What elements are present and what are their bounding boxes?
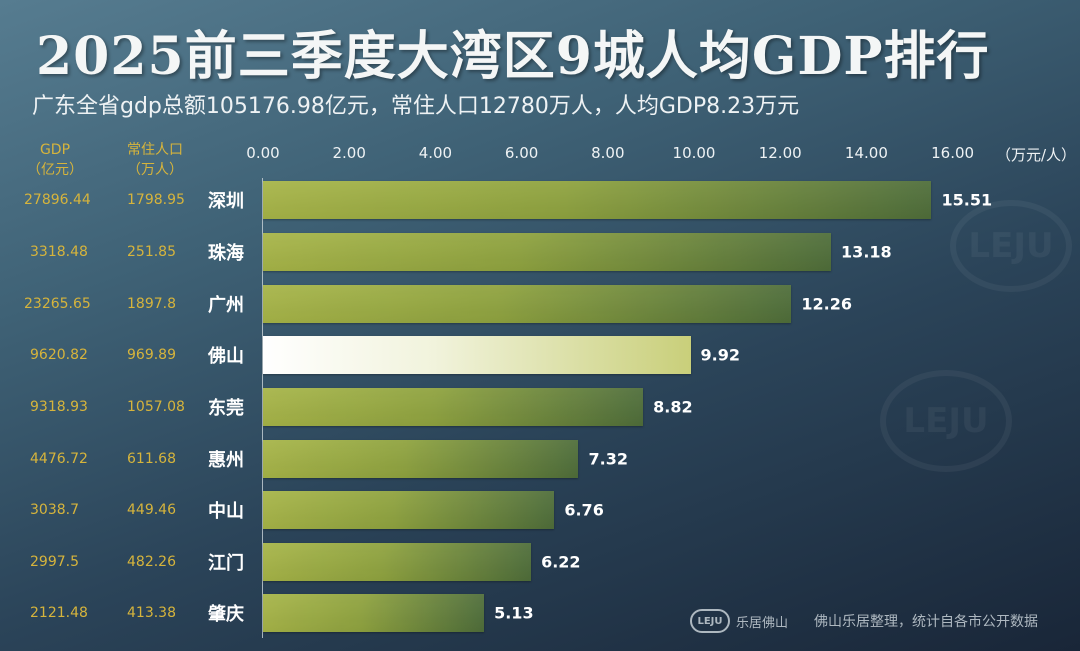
x-tick-label: 2.00 xyxy=(332,144,366,162)
bar-value-label: 13.18 xyxy=(841,242,892,262)
city-label: 佛山 xyxy=(208,346,244,367)
gdp-header-label: GDP xyxy=(39,142,71,158)
gdp-value: 2997.5 xyxy=(30,554,79,570)
x-tick-label: 12.00 xyxy=(758,144,802,162)
bar-value-label: 12.26 xyxy=(801,294,852,314)
population-header-unit: （万人） xyxy=(127,162,183,178)
bar xyxy=(263,233,832,271)
watermark-logo: LEJU xyxy=(950,200,1072,292)
gdp-value: 9318.93 xyxy=(30,399,88,415)
bar-value-label: 15.51 xyxy=(941,190,993,210)
x-tick-label: 6.00 xyxy=(504,144,539,162)
bar xyxy=(263,285,792,323)
city-label: 深圳 xyxy=(208,191,244,212)
x-tick-label: 4.00 xyxy=(418,144,453,162)
bar xyxy=(263,594,485,632)
city-label: 江门 xyxy=(208,553,244,574)
city-label: 广州 xyxy=(208,295,244,316)
city-label: 珠海 xyxy=(208,243,244,264)
population-value: 611.68 xyxy=(127,451,176,467)
population-value: 251.85 xyxy=(127,244,176,260)
gdp-column-header: GDP （亿元） xyxy=(20,140,90,180)
gdp-value: 27896.44 xyxy=(24,192,91,208)
population-value: 969.89 xyxy=(127,347,176,363)
x-tick-label: 0.00 xyxy=(246,144,280,162)
population-value: 413.38 xyxy=(127,605,176,621)
x-tick-label: 8.00 xyxy=(591,144,625,162)
bar xyxy=(263,181,932,219)
bar-value-label: 7.32 xyxy=(588,449,628,469)
gdp-value: 2121.48 xyxy=(30,605,88,621)
subtitle: 广东全省gdp总额105176.98亿元，常住人口12780万人，人均GDP8.… xyxy=(32,94,800,119)
city-label: 东莞 xyxy=(208,398,244,419)
population-value: 482.26 xyxy=(127,554,176,570)
x-tick-label: 10.00 xyxy=(672,144,716,162)
page-title: 2025前三季度大湾区9城人均GDP排行 xyxy=(36,26,990,87)
bar xyxy=(263,336,691,374)
population-header-label: 常住人口 xyxy=(127,142,183,158)
x-axis-unit: （万元/人） xyxy=(996,146,1077,164)
y-axis-line xyxy=(262,178,263,638)
gdp-value: 9620.82 xyxy=(30,347,88,363)
gdp-header-unit: （亿元） xyxy=(27,162,83,178)
bar xyxy=(263,440,579,478)
population-value: 1897.8 xyxy=(127,296,176,312)
x-tick-label: 14.00 xyxy=(844,144,888,162)
footer: LEJU 乐居佛山 佛山乐居整理，统计自各市公开数据 xyxy=(690,609,1038,633)
gdp-value: 3318.48 xyxy=(30,244,88,260)
bar-value-label: 8.82 xyxy=(653,397,693,417)
bar-value-label: 5.13 xyxy=(494,603,534,623)
bar xyxy=(263,388,644,426)
leju-logo: LEJU xyxy=(690,609,730,633)
gdp-value: 3038.7 xyxy=(30,502,79,518)
population-value: 1798.95 xyxy=(127,192,185,208)
source-note: 佛山乐居整理，统计自各市公开数据 xyxy=(814,614,1039,630)
bar-value-label: 9.92 xyxy=(700,345,741,365)
population-value: 449.46 xyxy=(127,502,176,518)
bar-value-label: 6.76 xyxy=(564,500,604,520)
bar xyxy=(263,543,532,581)
brand-name: 乐居佛山 xyxy=(736,615,789,631)
population-value: 1057.08 xyxy=(127,399,185,415)
x-tick-label: 16.00 xyxy=(931,144,975,162)
watermark-logo: LEJU xyxy=(880,370,1012,472)
bar-value-label: 6.22 xyxy=(541,552,581,572)
city-label: 中山 xyxy=(208,501,244,522)
population-column-header: 常住人口 （万人） xyxy=(115,140,195,180)
city-label: 惠州 xyxy=(208,450,244,471)
gdp-value: 23265.65 xyxy=(24,296,91,312)
city-label: 肇庆 xyxy=(208,604,244,625)
gdp-value: 4476.72 xyxy=(30,451,88,467)
bar xyxy=(263,491,555,529)
